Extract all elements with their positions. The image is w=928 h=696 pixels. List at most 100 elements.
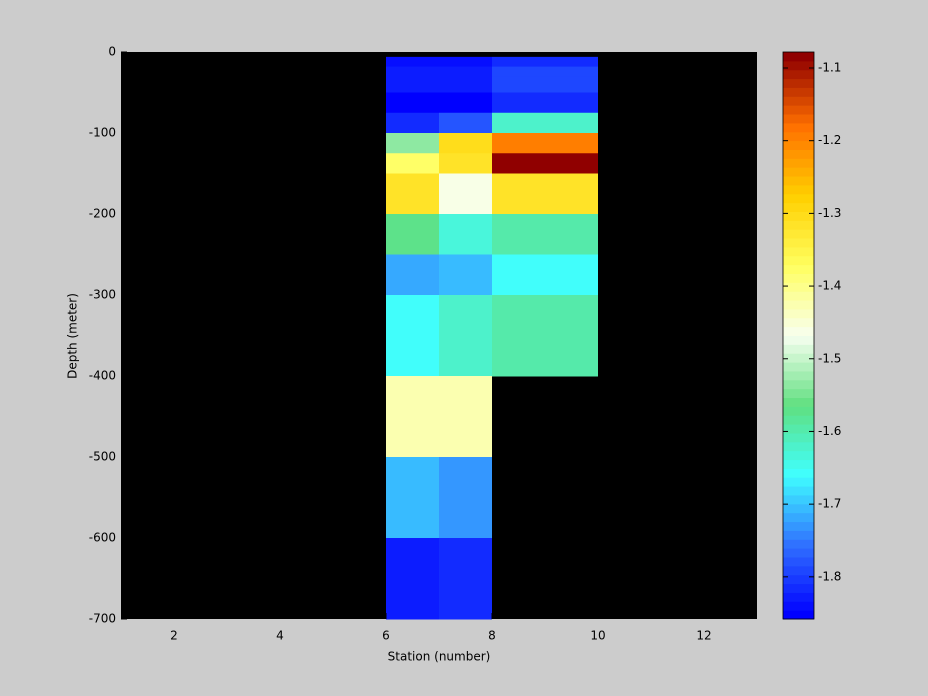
colorbar-swatch	[783, 193, 814, 204]
colorbar-swatch	[783, 52, 814, 62]
colorbar-swatch	[783, 308, 814, 319]
colorbar-swatch	[783, 362, 814, 372]
colorbar-swatch	[783, 122, 814, 133]
colorbar-swatch	[783, 211, 814, 221]
heatmap-cell	[492, 214, 598, 255]
heatmap-cell	[386, 133, 439, 154]
x-tick-label: 8	[488, 629, 496, 643]
y-tick-label: -200	[89, 207, 116, 221]
heatmap-cell	[439, 92, 492, 114]
colorbar-swatch	[783, 96, 814, 106]
heatmap-cell	[492, 112, 598, 134]
colorbar-swatch	[783, 592, 814, 602]
colorbar-swatch	[783, 69, 814, 80]
y-tick-label: -400	[89, 369, 116, 383]
colorbar-swatch	[783, 344, 814, 354]
colorbar-swatch	[783, 317, 814, 328]
heatmap-cell	[386, 112, 439, 134]
colorbar-swatch	[783, 105, 814, 115]
heatmap-cell	[439, 376, 492, 458]
colorbar-swatch	[783, 238, 814, 248]
colorbar-swatch	[783, 424, 814, 434]
heatmap-cell	[492, 173, 598, 215]
colorbar-swatch	[783, 432, 814, 443]
heatmap-cell	[386, 153, 439, 174]
colorbar-swatch	[783, 246, 814, 257]
colorbar-swatch	[783, 468, 814, 478]
heatmap-cell	[386, 295, 439, 377]
y-axis-label: Depth (meter)	[66, 293, 80, 379]
colorbar-swatch	[783, 397, 814, 407]
colorbar-swatch	[783, 300, 814, 310]
colorbar-swatch	[783, 229, 814, 239]
colorbar-swatch	[783, 167, 814, 177]
colorbar-swatch	[783, 450, 814, 461]
heatmap-cell	[439, 133, 492, 154]
colorbar-frame	[782, 51, 815, 620]
colorbar-tick-label: -1.3	[818, 206, 841, 220]
y-tick-label: -700	[89, 612, 116, 626]
x-tick-label: 12	[696, 629, 711, 643]
heatmap-cell	[386, 92, 439, 114]
heatmap-cell	[386, 66, 439, 77]
x-tick-label: 4	[276, 629, 284, 643]
heatmap-cell	[386, 538, 439, 620]
colorbar-tick-label: -1.6	[818, 424, 841, 438]
heatmap-cell	[439, 76, 492, 93]
colorbar-swatch	[783, 87, 814, 97]
colorbar-tick-label: -1.4	[818, 279, 841, 293]
heatmap-cell	[439, 153, 492, 174]
colorbar-swatch	[783, 149, 814, 159]
x-axis-label: Station (number)	[388, 650, 491, 664]
colorbar-tick-label: -1.2	[818, 133, 841, 147]
heatmap-cell	[492, 133, 598, 154]
heatmap-cell	[386, 457, 439, 539]
colorbar-swatch	[783, 486, 814, 496]
heatmap-cell	[439, 295, 492, 377]
y-tick-label: -100	[89, 126, 116, 140]
colorbar-swatch	[783, 494, 814, 505]
colorbar-swatch	[783, 539, 814, 549]
colorbar-swatch	[783, 370, 814, 381]
heatmap-cell	[439, 538, 492, 620]
colorbar-swatch	[783, 78, 814, 88]
colorbar-swatch	[783, 556, 814, 567]
colorbar-swatch	[783, 202, 814, 212]
heatmap-cell	[386, 376, 439, 458]
heatmap-cell	[492, 66, 598, 77]
colorbar-swatch	[783, 379, 814, 390]
heatmap-cell	[386, 173, 439, 215]
y-tick-label: 0	[108, 45, 116, 59]
colorbar-swatch	[783, 114, 814, 124]
colorbar-swatch	[783, 264, 814, 274]
y-tick-label: -500	[89, 450, 116, 464]
colorbar-swatch	[783, 512, 814, 523]
heatmap-cell	[492, 295, 598, 377]
colorbar-swatch	[783, 406, 814, 416]
colorbar-swatch	[783, 184, 814, 195]
colorbar-swatch	[783, 503, 814, 514]
heatmap-cell	[386, 56, 439, 68]
colorbar-swatch	[783, 415, 814, 425]
heatmap-cell	[439, 66, 492, 77]
colorbar-swatch	[783, 60, 814, 71]
colorbar-tick-label: -1.8	[818, 569, 841, 583]
heatmap-cell	[386, 254, 439, 296]
heatmap-cell	[386, 214, 439, 255]
colorbar-swatch	[783, 273, 814, 283]
heatmap-cell	[439, 173, 492, 215]
colorbar-swatch	[783, 158, 814, 168]
colorbar-tick-label: -1.1	[818, 60, 841, 74]
heatmap-cell	[439, 56, 492, 68]
y-tick-label: -600	[89, 531, 116, 545]
colorbar-swatch	[783, 282, 814, 292]
heatmap-cell	[439, 112, 492, 134]
colorbar-swatch	[783, 131, 814, 142]
x-tick-label: 6	[382, 629, 390, 643]
colorbar-swatch	[783, 220, 814, 230]
heatmap-cell	[439, 254, 492, 296]
colorbar-swatch	[783, 530, 814, 540]
heatmap-cell	[439, 457, 492, 539]
heatmap-cell	[492, 76, 598, 93]
